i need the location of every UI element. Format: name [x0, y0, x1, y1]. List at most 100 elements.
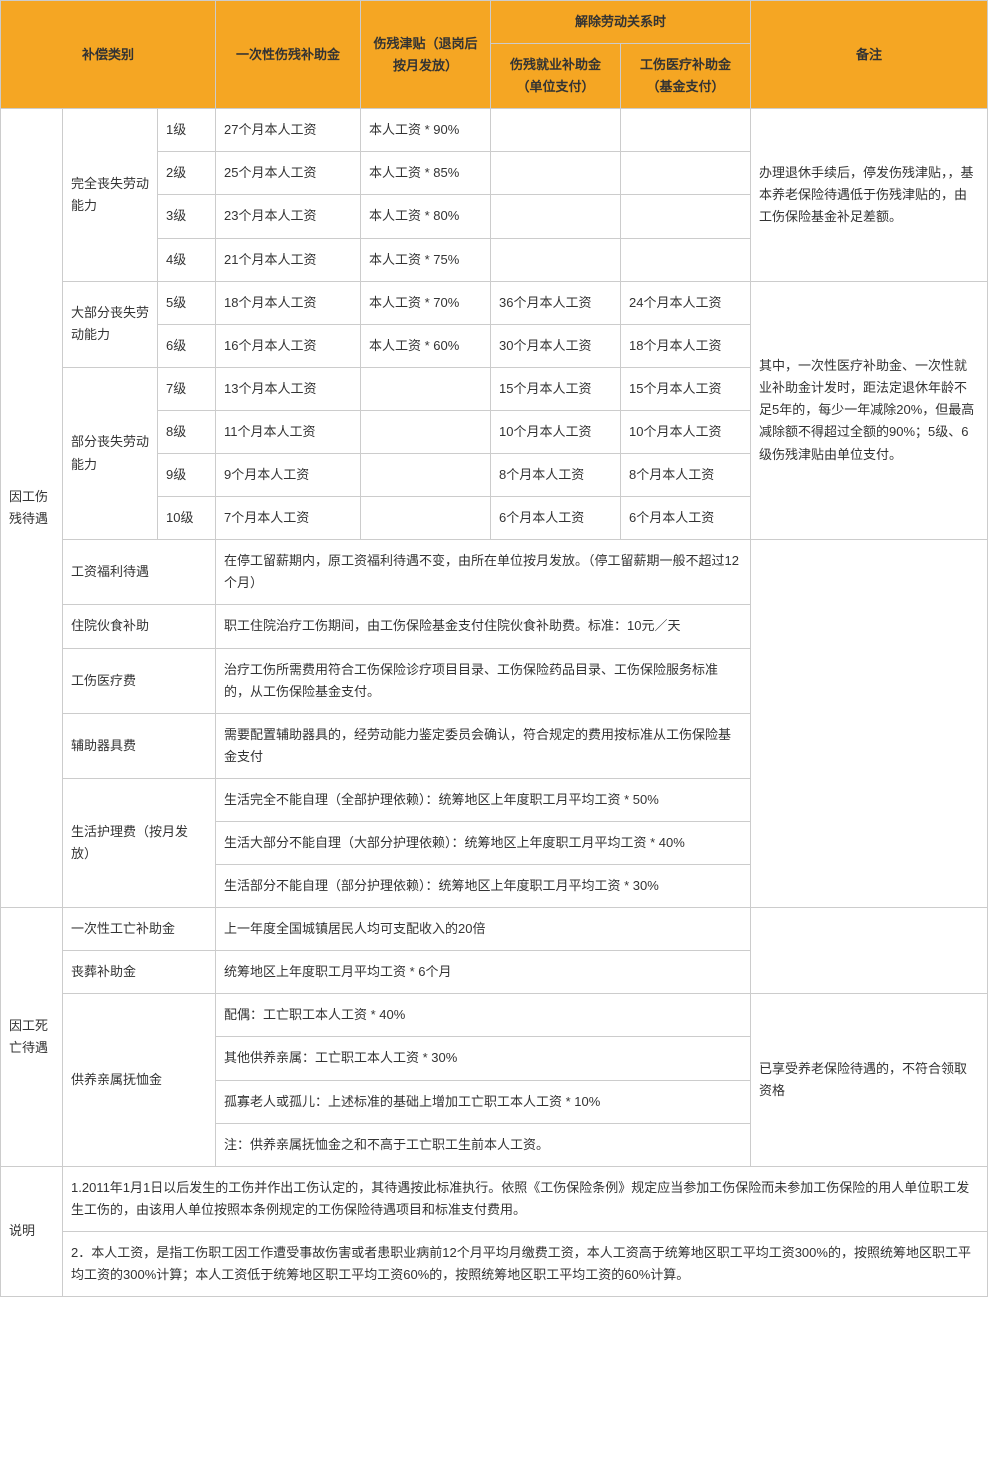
- death-dep3: 孤寡老人或孤儿：上述标准的基础上增加工亡职工本人工资 * 10%: [216, 1080, 751, 1123]
- cell-med: 10个月本人工资: [621, 410, 751, 453]
- cell-allow: 本人工资 * 85%: [361, 152, 491, 195]
- cell-level: 2级: [158, 152, 216, 195]
- note-empty: [751, 908, 988, 994]
- cell-lump: 9个月本人工资: [216, 454, 361, 497]
- cell-level: 10级: [158, 497, 216, 540]
- hdr-emp: 伤残就业补助金（单位支付）: [491, 44, 621, 109]
- cell-level: 1级: [158, 109, 216, 152]
- cell-allow: 本人工资 * 70%: [361, 281, 491, 324]
- hdr-termination: 解除劳动关系时: [491, 1, 751, 44]
- table-row: 大部分丧失劳动能力 5级 18个月本人工资 本人工资 * 70% 36个月本人工…: [1, 281, 988, 324]
- group-part: 部分丧失劳动能力: [63, 367, 158, 539]
- table-row: 因工死亡待遇 一次性工亡补助金 上一年度全国城镇居民人均可支配收入的20倍: [1, 908, 988, 951]
- hdr-allow: 伤残津贴（退岗后按月发放）: [361, 1, 491, 109]
- explain-label: 说明: [1, 1166, 63, 1296]
- cell-level: 8级: [158, 410, 216, 453]
- death-once-label: 一次性工亡补助金: [63, 908, 216, 951]
- cell-med: [621, 109, 751, 152]
- cell-lump: 21个月本人工资: [216, 238, 361, 281]
- cell-emp: 8个月本人工资: [491, 454, 621, 497]
- cell-allow: [361, 367, 491, 410]
- cell-level: 6级: [158, 324, 216, 367]
- death-dep-label: 供养亲属抚恤金: [63, 994, 216, 1166]
- compensation-table: 补偿类别 一次性伤残补助金 伤残津贴（退岗后按月发放） 解除劳动关系时 备注 伤…: [0, 0, 988, 1297]
- row-medexp-label: 工伤医疗费: [63, 648, 216, 713]
- table-row: 因工伤残待遇 完全丧失劳动能力 1级 27个月本人工资 本人工资 * 90% 办…: [1, 109, 988, 152]
- explain2: 2．本人工资，是指工伤职工因工作遭受事故伤害或者患职业病前12个月平均月缴费工资…: [63, 1231, 988, 1296]
- cell-lump: 25个月本人工资: [216, 152, 361, 195]
- cell-allow: [361, 454, 491, 497]
- table-row: 说明 1.2011年1月1日以后发生的工伤并作出工伤认定的，其待遇按此标准执行。…: [1, 1166, 988, 1231]
- note-full: 办理退休手续后，停发伤残津贴，，基本养老保险待遇低于伤残津贴的，由工伤保险基金补…: [751, 109, 988, 281]
- row-wage-label: 工资福利待遇: [63, 540, 216, 605]
- cell-emp: 10个月本人工资: [491, 410, 621, 453]
- group-full: 完全丧失劳动能力: [63, 109, 158, 281]
- cell-emp: 6个月本人工资: [491, 497, 621, 540]
- row-care3: 生活部分不能自理（部分护理依赖）：统筹地区上年度职工月平均工资 * 30%: [216, 865, 751, 908]
- hdr-lump: 一次性伤残补助金: [216, 1, 361, 109]
- section-death: 因工死亡待遇: [1, 908, 63, 1167]
- cell-emp: 15个月本人工资: [491, 367, 621, 410]
- header-row-1: 补偿类别 一次性伤残补助金 伤残津贴（退岗后按月发放） 解除劳动关系时 备注: [1, 1, 988, 44]
- cell-med: [621, 152, 751, 195]
- table-row: 2．本人工资，是指工伤职工因工作遭受事故伤害或者患职业病前12个月平均月缴费工资…: [1, 1231, 988, 1296]
- cell-allow: 本人工资 * 80%: [361, 195, 491, 238]
- death-dep1: 配偶：工亡职工本人工资 * 40%: [216, 994, 751, 1037]
- cell-allow: [361, 497, 491, 540]
- death-dep4: 注：供养亲属抚恤金之和不高于工亡职工生前本人工资。: [216, 1123, 751, 1166]
- cell-lump: 27个月本人工资: [216, 109, 361, 152]
- row-aid-text: 需要配置辅助器具的，经劳动能力鉴定委员会确认，符合规定的费用按标准从工伤保险基金…: [216, 713, 751, 778]
- cell-med: 24个月本人工资: [621, 281, 751, 324]
- cell-allow: 本人工资 * 90%: [361, 109, 491, 152]
- row-hospital-label: 住院伙食补助: [63, 605, 216, 648]
- table-row: 工资福利待遇 在停工留薪期内，原工资福利待遇不变，由所在单位按月发放。（停工留薪…: [1, 540, 988, 605]
- explain1: 1.2011年1月1日以后发生的工伤并作出工伤认定的，其待遇按此标准执行。依照《…: [63, 1166, 988, 1231]
- cell-lump: 23个月本人工资: [216, 195, 361, 238]
- cell-level: 3级: [158, 195, 216, 238]
- cell-lump: 11个月本人工资: [216, 410, 361, 453]
- cell-med: 8个月本人工资: [621, 454, 751, 497]
- cell-allow: 本人工资 * 60%: [361, 324, 491, 367]
- cell-lump: 18个月本人工资: [216, 281, 361, 324]
- hdr-med: 工伤医疗补助金（基金支付）: [621, 44, 751, 109]
- cell-lump: 7个月本人工资: [216, 497, 361, 540]
- row-aid-label: 辅助器具费: [63, 713, 216, 778]
- row-wage-text: 在停工留薪期内，原工资福利待遇不变，由所在单位按月发放。（停工留薪期一般不超过1…: [216, 540, 751, 605]
- cell-allow: [361, 410, 491, 453]
- cell-med: 15个月本人工资: [621, 367, 751, 410]
- cell-emp: [491, 109, 621, 152]
- cell-med: [621, 195, 751, 238]
- hdr-note: 备注: [751, 1, 988, 109]
- row-care-label: 生活护理费（按月发放）: [63, 778, 216, 907]
- cell-level: 9级: [158, 454, 216, 497]
- cell-lump: 16个月本人工资: [216, 324, 361, 367]
- cell-emp: [491, 195, 621, 238]
- cell-emp: 36个月本人工资: [491, 281, 621, 324]
- cell-emp: [491, 238, 621, 281]
- section-injury: 因工伤残待遇: [1, 109, 63, 908]
- death-once-text: 上一年度全国城镇居民人均可支配收入的20倍: [216, 908, 751, 951]
- row-care2: 生活大部分不能自理（大部分护理依赖）：统筹地区上年度职工月平均工资 * 40%: [216, 821, 751, 864]
- cell-med: [621, 238, 751, 281]
- cell-allow: 本人工资 * 75%: [361, 238, 491, 281]
- cell-level: 4级: [158, 238, 216, 281]
- cell-level: 7级: [158, 367, 216, 410]
- cell-med: 18个月本人工资: [621, 324, 751, 367]
- cell-emp: 30个月本人工资: [491, 324, 621, 367]
- row-care1: 生活完全不能自理（全部护理依赖）：统筹地区上年度职工月平均工资 * 50%: [216, 778, 751, 821]
- table-row: 供养亲属抚恤金 配偶：工亡职工本人工资 * 40% 已享受养老保险待遇的，不符合…: [1, 994, 988, 1037]
- cell-med: 6个月本人工资: [621, 497, 751, 540]
- cell-level: 5级: [158, 281, 216, 324]
- group-most: 大部分丧失劳动能力: [63, 281, 158, 367]
- hdr-category: 补偿类别: [1, 1, 216, 109]
- death-funeral-text: 统筹地区上年度职工月平均工资 * 6个月: [216, 951, 751, 994]
- note-empty: [751, 540, 988, 908]
- death-dep-note: 已享受养老保险待遇的，不符合领取资格: [751, 994, 988, 1166]
- note-partial: 其中，一次性医疗补助金、一次性就业补助金计发时，距法定退休年龄不足5年的，每少一…: [751, 281, 988, 540]
- death-funeral-label: 丧葬补助金: [63, 951, 216, 994]
- cell-lump: 13个月本人工资: [216, 367, 361, 410]
- cell-emp: [491, 152, 621, 195]
- death-dep2: 其他供养亲属：工亡职工本人工资 * 30%: [216, 1037, 751, 1080]
- row-hospital-text: 职工住院治疗工伤期间，由工伤保险基金支付住院伙食补助费。标准：10元／天: [216, 605, 751, 648]
- row-medexp-text: 治疗工伤所需费用符合工伤保险诊疗项目目录、工伤保险药品目录、工伤保险服务标准的，…: [216, 648, 751, 713]
